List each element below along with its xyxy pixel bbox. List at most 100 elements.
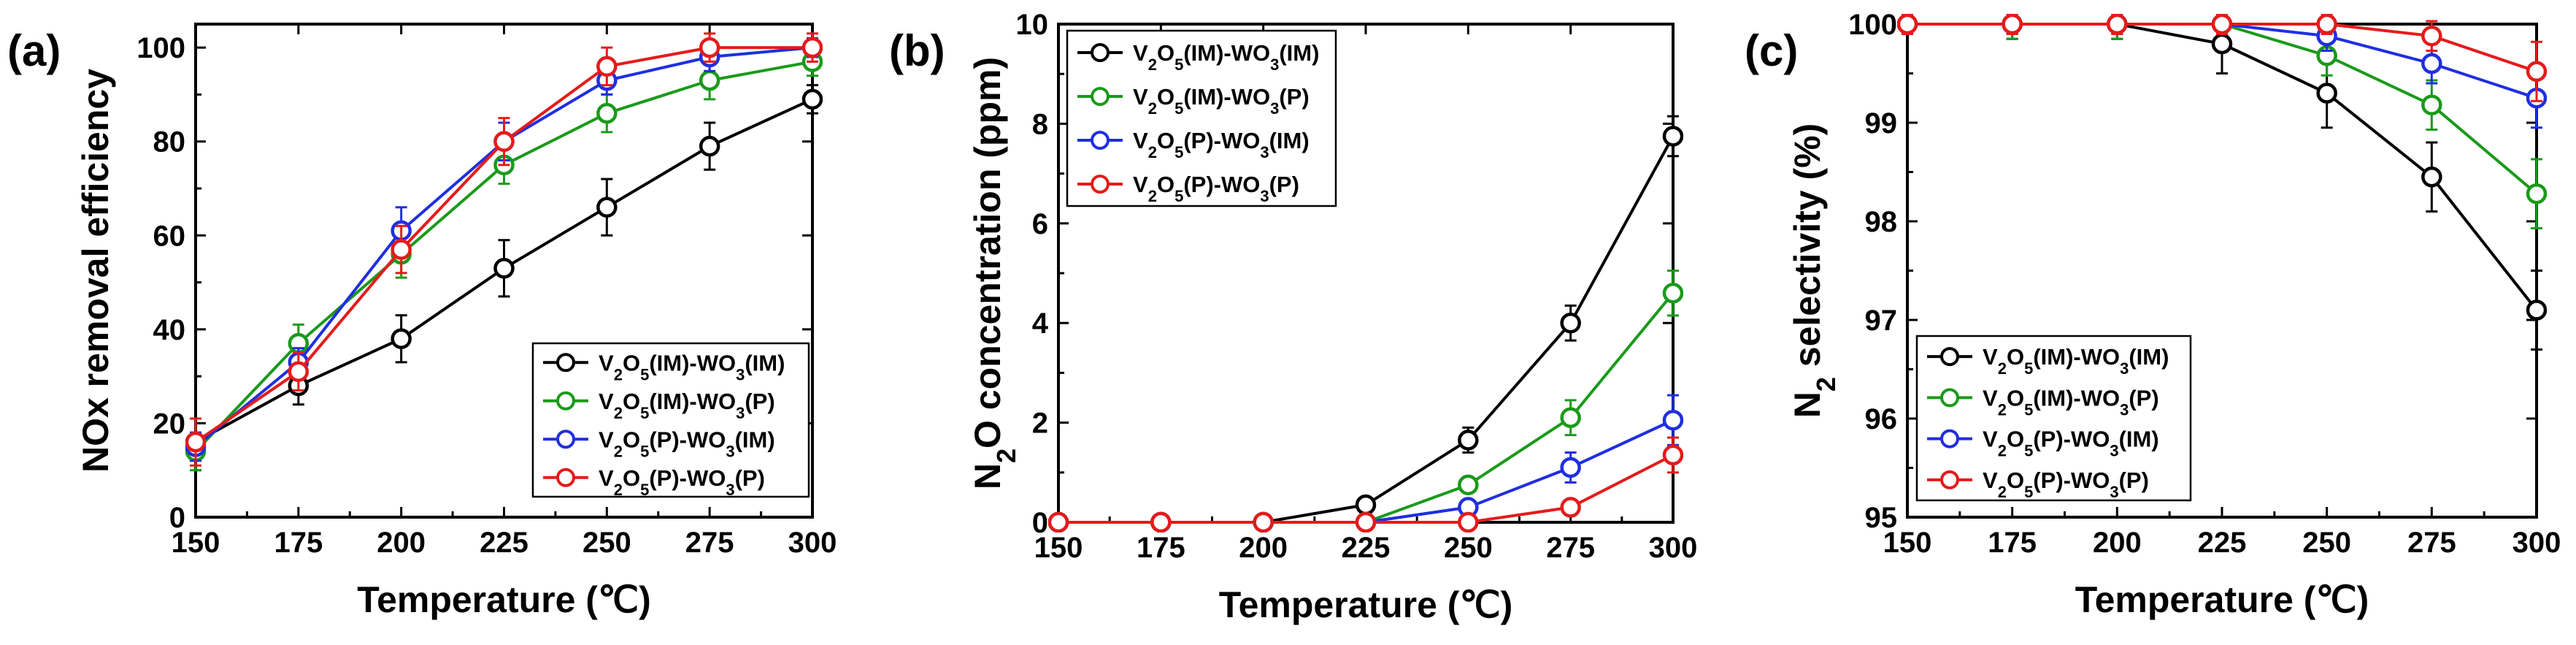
subscript: 3 <box>736 403 745 421</box>
text-run: O <box>623 465 640 491</box>
subscript: 5 <box>1174 56 1183 74</box>
subscript: 2 <box>1148 56 1157 74</box>
text-run: (IM) <box>2119 427 2159 452</box>
text-run: V <box>1133 40 1148 66</box>
text-run: (P)-WO <box>2033 427 2110 452</box>
y-tick-label: 80 <box>153 126 186 159</box>
data-point <box>1560 497 1581 518</box>
data-point <box>1355 511 1377 533</box>
text-run: (P)-WO <box>1183 172 1260 197</box>
text-run: V <box>599 427 614 452</box>
data-point <box>699 69 720 91</box>
subscript: 2 <box>1148 187 1157 205</box>
data-point <box>1662 283 1683 304</box>
text-run: (P) <box>745 389 774 414</box>
text-run: (IM) <box>1279 40 1319 66</box>
y-tick-label: 97 <box>1865 305 1898 337</box>
text-run: selectivity (%) <box>1787 123 1828 377</box>
legend-marker <box>1091 43 1110 62</box>
plot-area <box>1897 14 2547 351</box>
subscript: 2 <box>1998 441 2007 459</box>
y-tick-label: 8 <box>1032 108 1048 140</box>
text-run: (P)-WO <box>1183 128 1260 153</box>
legend-label: V2O5(P)-WO3(IM) <box>599 427 775 460</box>
subscript: 5 <box>1174 143 1183 161</box>
data-point <box>2526 61 2547 83</box>
legend-marker <box>1091 175 1110 194</box>
data-point <box>2526 183 2547 205</box>
x-tick-label: 250 <box>1444 532 1493 564</box>
x-tick-label: 175 <box>1988 527 2037 559</box>
y-tick-label: 10 <box>1016 9 1049 41</box>
subscript: 3 <box>2110 441 2118 459</box>
series-V2O5(P)-WO3(P) <box>1048 436 1683 533</box>
x-axis-label: Temperature (℃) <box>357 579 651 620</box>
legend-marker <box>1940 429 1959 449</box>
subscript: 2 <box>614 442 623 460</box>
text-run: O <box>1157 40 1174 66</box>
text-run: (IM)-WO <box>2033 385 2120 411</box>
y-tick-label: 100 <box>137 32 185 64</box>
text-run: (IM) <box>745 350 785 375</box>
text-run: (P) <box>2129 385 2158 411</box>
subscript: 2 <box>614 365 623 383</box>
subscript: 3 <box>726 480 734 498</box>
data-point <box>1458 430 1479 451</box>
data-point <box>1458 511 1479 533</box>
legend-label: V2O5(IM)-WO3(P) <box>599 389 775 422</box>
text-run: V <box>1983 344 1998 370</box>
x-tick-label: 275 <box>685 527 734 559</box>
legend-label: V2O5(IM)-WO3(P) <box>1983 385 2159 419</box>
data-point <box>1560 457 1581 478</box>
subscript: 2 <box>614 403 623 421</box>
y-tick-label: 20 <box>153 408 186 440</box>
series-V2O5(IM)-WO3(P) <box>1048 270 1683 533</box>
legend-marker <box>556 353 575 373</box>
text-run: V <box>1983 385 1998 411</box>
x-tick-label: 300 <box>788 527 837 559</box>
x-tick-label: 225 <box>1342 532 1391 564</box>
legend-box <box>1066 29 1337 207</box>
series-line <box>1058 292 1675 524</box>
legend-label: V2O5(IM)-WO3(P) <box>1133 84 1310 118</box>
data-point <box>1897 14 1918 35</box>
y-tick-label: 96 <box>1865 403 1898 435</box>
legend-marker <box>1940 388 1959 408</box>
subscript: 3 <box>1260 187 1269 205</box>
subscript: 2 <box>1148 99 1157 118</box>
data-point <box>2421 25 2442 47</box>
text-run: (IM)-WO <box>2033 344 2120 370</box>
legend-marker <box>556 391 575 411</box>
x-tick-label: 150 <box>1034 532 1083 564</box>
legend: V2O5(IM)-WO3(IM)V2O5(IM)-WO3(P)V2O5(P)-W… <box>1066 29 1337 207</box>
x-tick-label: 225 <box>480 527 528 559</box>
text-run: O <box>2007 344 2024 370</box>
data-point <box>699 37 720 58</box>
x-tick-label: 250 <box>583 527 631 559</box>
data-point <box>596 56 618 77</box>
data-point <box>288 361 309 382</box>
y-tick-label: 98 <box>1865 206 1898 238</box>
text-run: O <box>2007 385 2024 411</box>
text-run: (P) <box>2119 467 2149 493</box>
data-point <box>1662 126 1683 147</box>
text-run: V <box>599 350 614 375</box>
panel-label: (c) <box>1745 26 1798 75</box>
subscript: 5 <box>2024 359 2033 378</box>
x-tick-label: 300 <box>2512 527 2561 559</box>
data-point <box>2526 299 2547 321</box>
subscript: 2 <box>991 449 1021 463</box>
text-run: O <box>1157 128 1174 153</box>
text-run: O <box>2007 467 2024 493</box>
x-tick-label: 300 <box>1649 532 1698 564</box>
data-point <box>596 102 618 124</box>
y-tick-label: 2 <box>1032 408 1048 440</box>
legend-label: V2O5(IM)-WO3(IM) <box>1133 40 1319 74</box>
data-point <box>1355 494 1377 516</box>
y-tick-label: 40 <box>153 314 186 346</box>
y-tick-label: 60 <box>153 220 186 252</box>
subscript: 3 <box>2120 400 2129 419</box>
legend-marker <box>1091 87 1110 106</box>
series-V2O5(IM)-WO3(IM) <box>1897 14 2547 351</box>
